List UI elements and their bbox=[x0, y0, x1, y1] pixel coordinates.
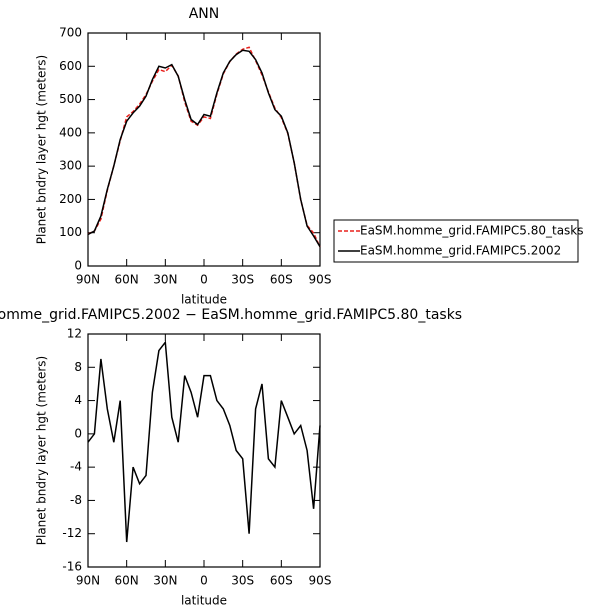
y-tick-label: 400 bbox=[59, 125, 82, 139]
plot-frame bbox=[87, 333, 321, 568]
y-tick-label: 4 bbox=[74, 393, 82, 407]
x-tick-label: 90N bbox=[76, 574, 100, 588]
plot-frame bbox=[87, 32, 321, 267]
x-tick-label: 0 bbox=[200, 273, 208, 287]
x-axis-label: latitude bbox=[181, 293, 227, 307]
y-tick-label: -12 bbox=[62, 526, 82, 540]
x-tick-label: 30S bbox=[231, 574, 254, 588]
x-tick-label: 30N bbox=[153, 273, 177, 287]
y-tick-label: 600 bbox=[59, 59, 82, 73]
x-tick-label: 0 bbox=[200, 574, 208, 588]
legend-label: EaSM.homme_grid.FAMIPC5.2002 bbox=[360, 244, 561, 258]
chart-title: ANN bbox=[189, 6, 220, 22]
x-tick-label: 90S bbox=[309, 273, 332, 287]
y-tick-label: 500 bbox=[59, 92, 82, 106]
y-tick-label: 0 bbox=[74, 426, 82, 440]
x-tick-label: 60S bbox=[270, 574, 293, 588]
legend-box bbox=[333, 219, 579, 263]
y-tick-label: -4 bbox=[70, 460, 82, 474]
x-tick-label: 30S bbox=[231, 273, 254, 287]
y-axis-label: Planet bndry layer hgt (meters) bbox=[35, 55, 49, 245]
x-tick-label: 60N bbox=[115, 273, 139, 287]
y-tick-label: 8 bbox=[74, 360, 82, 374]
data-line bbox=[87, 49, 321, 248]
y-tick-label: -16 bbox=[62, 560, 82, 574]
y-tick-label: 12 bbox=[67, 327, 82, 341]
legend-label: EaSM.homme_grid.FAMIPC5.80_tasks bbox=[360, 224, 584, 238]
x-tick-label: 60N bbox=[115, 574, 139, 588]
y-tick-label: 700 bbox=[59, 26, 82, 40]
y-tick-label: 300 bbox=[59, 159, 82, 173]
y-tick-label: 0 bbox=[74, 259, 82, 273]
x-tick-label: 90S bbox=[309, 574, 332, 588]
chart-title: EaSM.homme_grid.FAMIPC5.2002 − EaSM.homm… bbox=[0, 307, 462, 323]
x-tick-label: 30N bbox=[153, 574, 177, 588]
x-axis-label: latitude bbox=[181, 594, 227, 608]
y-tick-label: 100 bbox=[59, 225, 82, 239]
y-tick-label: -8 bbox=[70, 493, 82, 507]
x-tick-label: 60S bbox=[270, 273, 293, 287]
x-tick-label: 90N bbox=[76, 273, 100, 287]
y-tick-label: 200 bbox=[59, 192, 82, 206]
y-axis-label: Planet bndry layer hgt (meters) bbox=[35, 356, 49, 546]
data-line bbox=[87, 340, 321, 543]
data-line bbox=[87, 46, 321, 248]
